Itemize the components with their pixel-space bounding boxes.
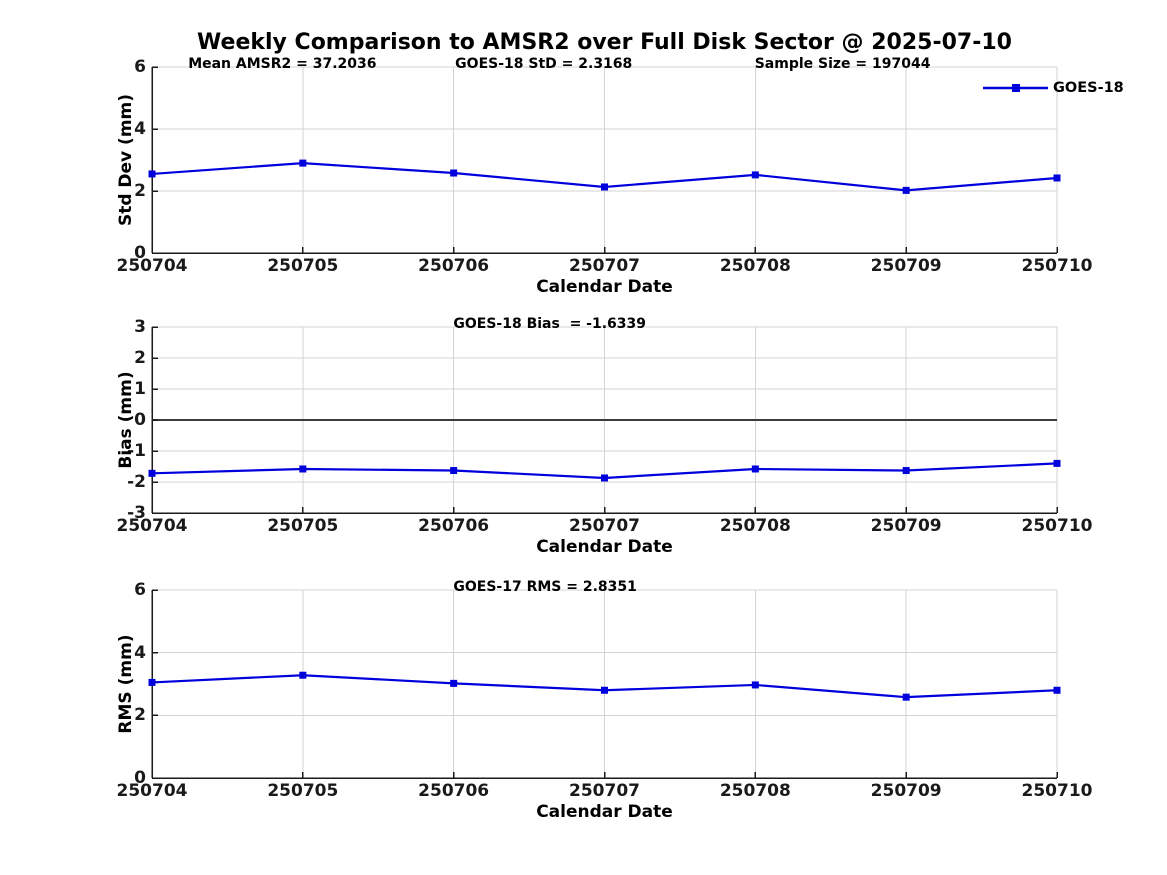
x-tick-label: 250704 — [116, 256, 188, 276]
std-dev-x-axis-label: Calendar Date — [536, 277, 673, 297]
x-tick-label: 250706 — [418, 781, 490, 801]
std-dev-y-axis-label: Std Dev (mm) — [116, 93, 136, 227]
data-point-marker — [1053, 459, 1061, 467]
data-point-marker — [751, 465, 759, 473]
data-point-marker — [902, 693, 910, 701]
x-tick-label: 250707 — [569, 781, 640, 801]
bias-x-axis-label: Calendar Date — [536, 537, 673, 557]
data-point-marker — [601, 686, 608, 694]
x-tick-label: 250707 — [569, 256, 640, 276]
y-tick-label: -1 — [127, 441, 146, 461]
y-tick-label: 4 — [134, 119, 146, 139]
y-tick-label: 3 — [134, 317, 146, 337]
rms-chart — [148, 589, 1061, 779]
y-tick-label: 2 — [134, 181, 146, 201]
y-tick-label: 0 — [134, 768, 146, 788]
x-tick-label: 250705 — [267, 781, 339, 801]
x-tick-label: 250704 — [116, 781, 188, 801]
y-tick-label: 4 — [134, 642, 146, 663]
axis-annotation: Mean AMSR2 = 37.2036 — [188, 56, 377, 72]
data-point-marker — [601, 183, 608, 191]
y-tick-label: -3 — [127, 503, 146, 523]
legend-marker — [1012, 84, 1020, 92]
axis-annotation: GOES-18 Bias = -1.6339 — [453, 316, 647, 332]
data-point-marker — [148, 469, 156, 477]
x-tick-label: 250710 — [1021, 781, 1093, 801]
rms-y-axis-label: RMS (mm) — [116, 634, 136, 734]
y-tick-label: 6 — [134, 580, 146, 600]
axis-annotation: Sample Size = 197044 — [754, 56, 931, 72]
data-point-marker — [299, 465, 307, 473]
x-tick-label: 250708 — [719, 256, 791, 276]
x-tick-label: 250706 — [418, 516, 490, 536]
x-tick-label: 250709 — [870, 256, 942, 276]
data-point-marker — [148, 170, 156, 178]
y-tick-label: 0 — [134, 243, 146, 263]
legend-label: GOES-18 — [1053, 80, 1124, 96]
y-tick-label: 2 — [134, 705, 146, 726]
data-point-marker — [450, 679, 458, 687]
data-point-marker — [299, 159, 307, 167]
rms-x-axis-label: Calendar Date — [536, 802, 673, 822]
y-tick-label: 2 — [134, 348, 146, 368]
data-point-marker — [1053, 686, 1061, 694]
x-tick-label: 250710 — [1021, 516, 1093, 536]
data-point-marker — [902, 467, 910, 475]
x-tick-label: 250710 — [1021, 256, 1093, 276]
x-tick-label: 250709 — [870, 516, 942, 536]
data-point-marker — [299, 671, 307, 679]
x-tick-label: 250708 — [719, 516, 791, 536]
data-point-marker — [902, 186, 910, 194]
x-tick-label: 250704 — [116, 516, 188, 536]
data-point-marker — [450, 467, 458, 475]
std-dev-chart — [148, 66, 1061, 254]
x-tick-label: 250707 — [569, 516, 640, 536]
y-tick-label: 6 — [134, 57, 146, 77]
figure-title: Weekly Comparison to AMSR2 over Full Dis… — [197, 30, 1012, 55]
y-tick-label: 0 — [134, 410, 146, 430]
data-point-marker — [1053, 174, 1061, 182]
bias-chart — [148, 326, 1061, 514]
x-tick-label: 250705 — [267, 256, 339, 276]
x-tick-label: 250709 — [870, 781, 942, 801]
axis-annotation: GOES-18 StD = 2.3168 — [455, 56, 633, 72]
y-tick-label: -2 — [127, 472, 146, 492]
bias-y-axis-label: Bias (mm) — [116, 371, 136, 469]
data-point-marker — [148, 678, 156, 686]
y-tick-label: 1 — [134, 379, 146, 399]
data-point-marker — [450, 169, 458, 177]
data-point-marker — [601, 474, 608, 482]
axis-annotation: GOES-17 RMS = 2.8351 — [453, 579, 637, 595]
x-tick-label: 250708 — [719, 781, 791, 801]
data-point-marker — [751, 681, 759, 689]
data-point-marker — [751, 171, 759, 179]
x-tick-label: 250706 — [418, 256, 490, 276]
x-tick-label: 250705 — [267, 516, 339, 536]
